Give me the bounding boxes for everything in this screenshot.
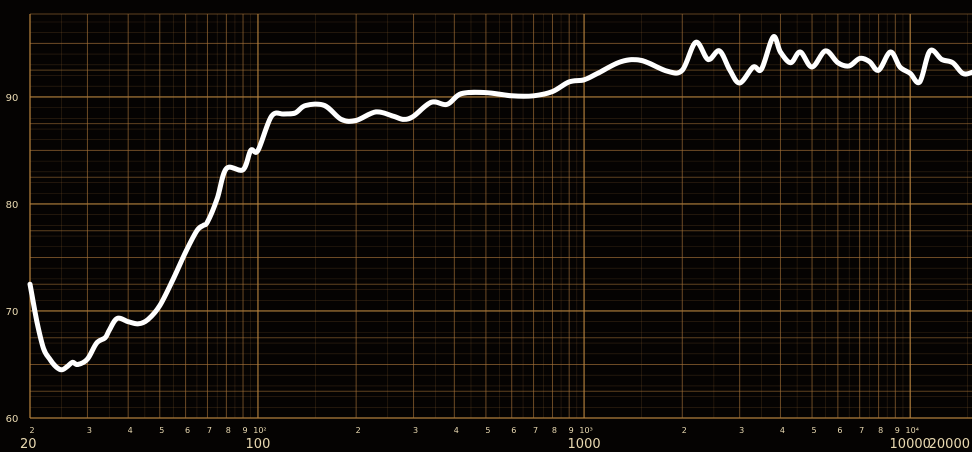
- x-minor-tick-label: 7: [859, 426, 864, 435]
- x-minor-tick-label: 6: [511, 426, 516, 435]
- y-tick-label: 90: [6, 93, 19, 104]
- x-major-tick-label: 20000: [929, 437, 970, 452]
- x-minor-tick-label: 4: [128, 426, 133, 435]
- x-major-tick-label: 10000: [890, 437, 931, 452]
- y-tick-label: 60: [6, 414, 19, 425]
- x-minor-tick-label: 3: [87, 426, 92, 435]
- x-minor-tick-label: 6: [185, 426, 190, 435]
- x-minor-tick-label: 8: [226, 426, 231, 435]
- x-minor-tick-label: 9: [895, 426, 900, 435]
- horizontal-gridlines: [30, 13, 972, 419]
- x-minor-tick-label: 2: [29, 426, 34, 435]
- response-curve-layer: [27, 34, 972, 373]
- fine-grid: [29, 14, 972, 419]
- x-minor-tick-label: 9: [242, 426, 247, 435]
- x-minor-tick-label: 10⁴: [906, 426, 919, 435]
- x-minor-tick-label: 5: [485, 426, 490, 435]
- x-major-tick-label: 20: [20, 437, 37, 452]
- x-minor-tick-label: 2: [682, 426, 687, 435]
- x-major-tick-label: 100: [246, 437, 271, 452]
- y-tick-label: 80: [6, 200, 19, 211]
- x-minor-tick-label: 5: [811, 426, 816, 435]
- x-minor-tick-label: 8: [552, 426, 557, 435]
- x-minor-tick-label: 3: [739, 426, 744, 435]
- x-minor-tick-label: 4: [454, 426, 459, 435]
- x-minor-tick-label: 2: [356, 426, 361, 435]
- x-axis-minor-tick-labels: 2 3 4 5 6 7 8 9 10² 2 3 4 5 6 7 8 9 10³ 2 3 4 5 6 7 8 9 10⁴: [29, 426, 918, 435]
- x-minor-tick-label: 7: [533, 426, 538, 435]
- response-curve-line: [27, 34, 972, 373]
- x-minor-tick-label: 5: [159, 426, 164, 435]
- x-minor-tick-label: 9: [569, 426, 574, 435]
- vertical-gridlines: [29, 14, 911, 418]
- y-tick-label: 70: [6, 307, 19, 318]
- x-minor-tick-label: 8: [878, 426, 883, 435]
- x-major-tick-label: 1000: [568, 437, 601, 452]
- x-minor-tick-label: 4: [780, 426, 785, 435]
- x-minor-tick-label: 6: [837, 426, 842, 435]
- x-minor-tick-label: 10³: [579, 426, 592, 435]
- x-minor-tick-label: 7: [207, 426, 212, 435]
- x-minor-tick-label: 10²: [253, 426, 266, 435]
- y-axis-tick-labels: 60 70 80 90: [6, 93, 19, 425]
- x-minor-tick-label: 3: [413, 426, 418, 435]
